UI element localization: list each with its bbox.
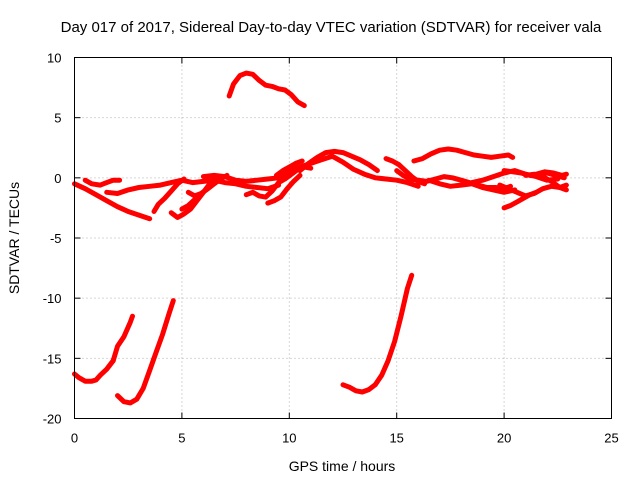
x-tick-label: 25 <box>604 431 618 446</box>
series-track-8 <box>104 177 282 196</box>
ticks <box>74 57 612 419</box>
x-tick-label: 20 <box>497 431 511 446</box>
series-track-27 <box>533 169 569 178</box>
y-tick-label: -15 <box>43 351 62 366</box>
series-layer <box>72 70 569 406</box>
series-track-16 <box>273 158 305 178</box>
series-track-12 <box>185 172 230 199</box>
series-track-3 <box>115 298 176 406</box>
series-track-20 <box>411 146 516 164</box>
x-tick-label: 10 <box>282 431 296 446</box>
series-track-9 <box>151 176 187 214</box>
series-track-25 <box>501 189 539 211</box>
x-tick-label: 0 <box>71 431 78 446</box>
y-tick-label: -20 <box>43 412 62 427</box>
series-track-15 <box>265 172 303 206</box>
series-track-6 <box>72 181 153 222</box>
series-track-26 <box>523 171 569 193</box>
series-track-7 <box>82 177 123 188</box>
y-axis-label: SDTVAR / TECUs <box>6 182 22 294</box>
series-track-2 <box>110 313 135 364</box>
y-tick-label: 0 <box>54 171 61 186</box>
y-tick-label: -5 <box>50 231 62 246</box>
tick-labels: 0 5 10 15 20 25 -20 -15 -10 -5 0 5 10 <box>43 51 619 446</box>
series-track-1 <box>72 358 116 384</box>
x-tick-label: 15 <box>389 431 403 446</box>
y-tick-label: 10 <box>47 51 61 66</box>
series-track-17 <box>297 148 380 174</box>
grid <box>74 57 612 419</box>
y-tick-label: -10 <box>43 291 62 306</box>
series-track-5 <box>226 70 307 109</box>
x-axis-label: GPS time / hours <box>289 458 396 474</box>
series-track-4 <box>340 272 415 395</box>
y-tick-label: 5 <box>54 111 61 126</box>
chart-title: Day 017 of 2017, Sidereal Day-to-day VTE… <box>61 19 602 36</box>
x-tick-label: 5 <box>178 431 185 446</box>
